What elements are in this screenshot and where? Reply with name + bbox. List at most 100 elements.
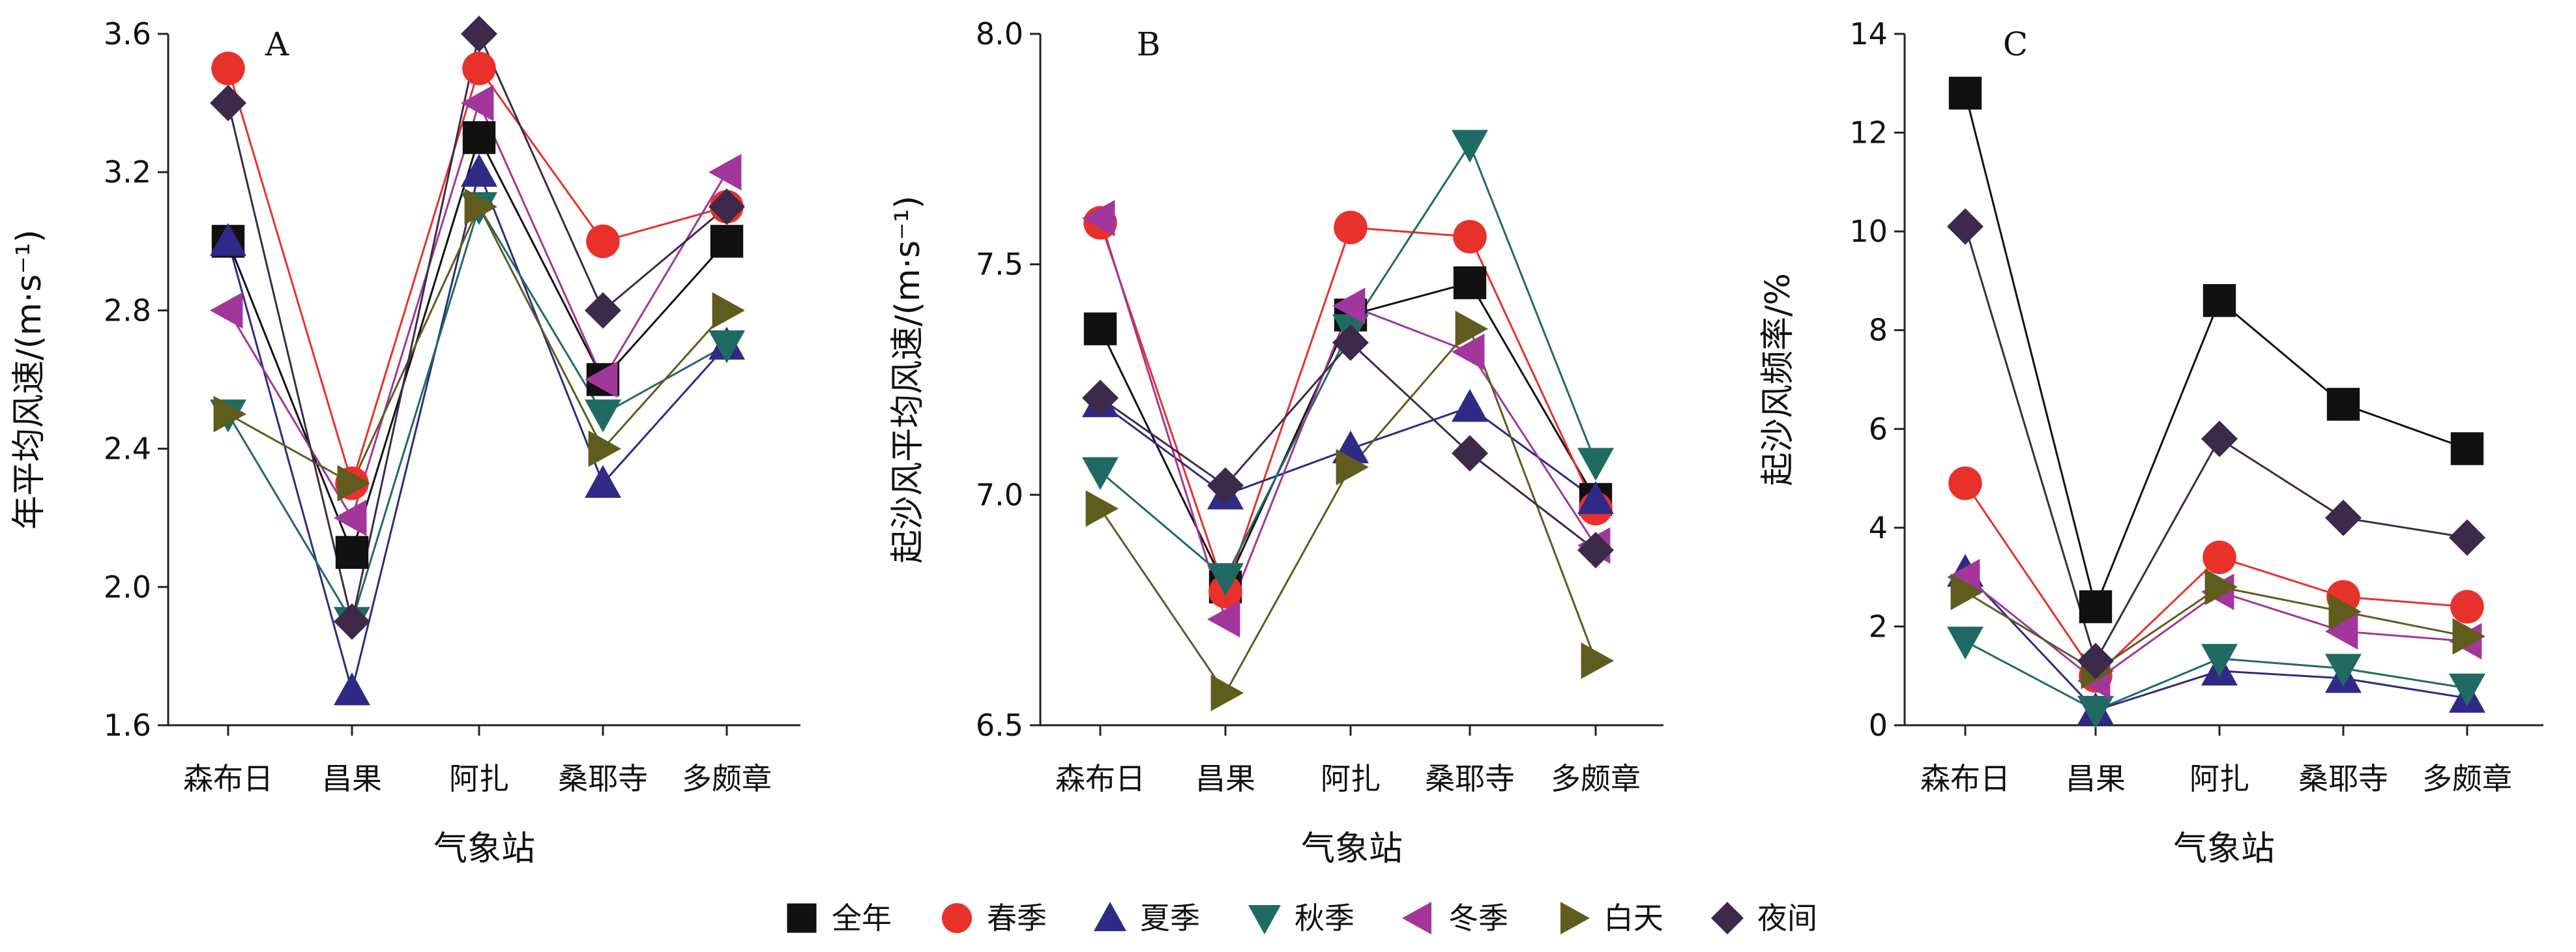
y-tick-label: 8	[1869, 313, 1888, 348]
legend-label: 全年	[832, 901, 892, 936]
data-point	[1085, 490, 1119, 527]
x-tick-label: 昌果	[1195, 761, 1255, 796]
data-point	[2449, 673, 2485, 707]
x-tick-label: 昌果	[322, 761, 382, 796]
legend-item: 全年	[787, 901, 892, 936]
data-point	[709, 330, 745, 364]
series-line-5	[1099, 326, 1597, 695]
y-tick-label: 2.0	[104, 570, 151, 605]
series-markers-5	[213, 188, 745, 502]
data-point	[1453, 266, 1487, 300]
data-point	[1336, 448, 1369, 485]
data-point	[1577, 448, 1614, 481]
y-tick-label: 12	[1849, 115, 1888, 151]
x-tick-label: 森布日	[1055, 761, 1145, 796]
y-tick-label: 6	[1869, 411, 1888, 446]
data-point	[2325, 654, 2362, 687]
data-point	[1577, 532, 1614, 569]
data-point	[2079, 590, 2113, 624]
legend-label: 春季	[987, 901, 1047, 936]
data-point	[462, 121, 496, 154]
series-line-1	[1099, 222, 1597, 595]
data-point	[710, 225, 744, 258]
data-point	[1207, 467, 1244, 504]
data-point	[2325, 613, 2358, 650]
data-point	[2450, 432, 2484, 465]
data-point	[1083, 312, 1117, 345]
legend-marker	[1560, 902, 1590, 934]
data-point	[2326, 388, 2360, 421]
y-tick-label: 3.2	[104, 154, 151, 190]
series-markers-6	[210, 16, 745, 640]
data-point	[461, 85, 494, 122]
data-point	[2452, 618, 2485, 655]
data-point	[461, 154, 497, 187]
data-point	[2204, 568, 2238, 605]
data-point	[2077, 695, 2114, 729]
legend: 全年 春季 夏季 秋季 冬季 白天 夜间	[787, 901, 1817, 936]
series-line-3	[1100, 142, 1597, 580]
y-tick-label: 6.5	[976, 708, 1023, 743]
data-point	[1452, 388, 1488, 422]
y-tick-label: 14	[1849, 16, 1888, 51]
legend-marker	[942, 903, 972, 933]
legend-marker	[1094, 902, 1126, 931]
panel-letter: B	[1137, 25, 1161, 63]
data-point	[2077, 642, 2114, 680]
x-tick-label: 桑耶寺	[1425, 761, 1515, 796]
data-point	[1332, 287, 1366, 325]
data-point	[1082, 457, 1119, 490]
data-point	[585, 399, 621, 433]
data-point	[1210, 674, 1244, 712]
data-point	[1947, 626, 1983, 660]
data-point	[1452, 334, 1485, 371]
data-point	[210, 292, 243, 329]
legend-label: 夜间	[1757, 901, 1817, 936]
data-point	[462, 51, 496, 85]
data-point	[2450, 590, 2484, 624]
series-markers-4	[210, 85, 742, 536]
data-point	[464, 188, 497, 225]
y-tick-label: 0	[1869, 708, 1888, 743]
legend-marker	[1402, 902, 1431, 934]
y-tick-label: 7.0	[976, 477, 1023, 512]
data-point	[2449, 519, 2485, 556]
x-tick-label: 昌果	[2066, 761, 2126, 796]
data-point	[334, 499, 367, 536]
data-point	[211, 51, 245, 85]
x-tick-label: 桑耶寺	[2298, 761, 2388, 796]
legend-marker	[1711, 902, 1744, 934]
y-tick-label: 8.0	[976, 16, 1023, 51]
y-axis-title: 起沙风平均风速/(m·s⁻¹)	[888, 195, 928, 564]
legend-item: 白天	[1560, 901, 1663, 936]
data-point	[1453, 220, 1487, 253]
y-axis-title: 起沙风频率/%	[1759, 273, 1798, 486]
x-tick-label: 森布日	[183, 761, 273, 796]
series-line-5	[227, 204, 728, 485]
data-point	[1082, 379, 1119, 416]
data-point	[585, 292, 621, 329]
data-point	[709, 188, 745, 225]
x-tick-label: 多颇章	[2422, 761, 2512, 796]
y-tick-label: 2.4	[104, 431, 151, 467]
panel-letter: A	[265, 25, 289, 63]
x-tick-label: 阿扎	[2189, 761, 2249, 796]
data-point	[586, 224, 620, 259]
data-point	[1948, 76, 1982, 110]
data-point	[337, 465, 370, 502]
legend-label: 白天	[1603, 901, 1663, 936]
legend-label: 冬季	[1448, 901, 1508, 936]
series-line-0	[1964, 93, 2468, 610]
y-axis-title: 年平均风速/(m·s⁻¹)	[10, 229, 49, 530]
data-point	[1452, 130, 1488, 163]
legend-item: 夏季	[1094, 901, 1200, 936]
x-tick-label: 阿扎	[1321, 761, 1381, 796]
x-axis-title: 气象站	[1301, 829, 1403, 869]
data-point	[709, 154, 742, 191]
series-markers-6	[1947, 208, 2485, 680]
x-tick-label: 桑耶寺	[558, 761, 648, 796]
y-tick-label: 4	[1869, 510, 1888, 545]
data-point	[2201, 644, 2238, 677]
data-point	[2325, 499, 2362, 536]
